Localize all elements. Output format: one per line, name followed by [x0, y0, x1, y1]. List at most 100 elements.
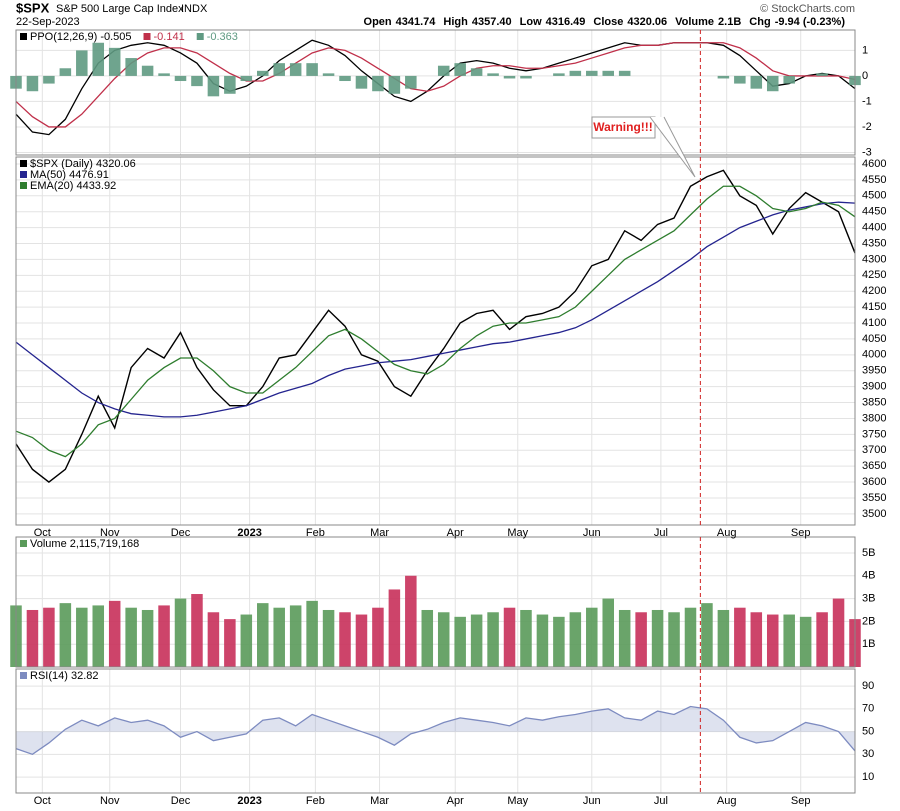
credit: © StockCharts.com: [760, 3, 855, 15]
quote-label: High: [443, 16, 468, 28]
bar: [437, 612, 450, 667]
y-tick-label: 3750: [862, 428, 886, 440]
bar: [783, 614, 795, 667]
bar: [108, 600, 121, 667]
bar: [454, 63, 466, 76]
bar: [487, 612, 499, 667]
bar: [273, 607, 285, 667]
bar: [405, 75, 417, 89]
legend-label: Volume 2,115,719,168: [30, 538, 139, 550]
bar: [717, 75, 730, 79]
bar: [487, 73, 499, 76]
bar: [553, 616, 565, 667]
y-tick-label: 4200: [862, 285, 886, 297]
bar: [816, 612, 828, 667]
line: [15, 185, 856, 458]
exchange: INDX: [181, 3, 208, 15]
x-tick-label: Sep: [791, 527, 811, 539]
x-tick-label: Oct: [34, 795, 51, 807]
bar: [92, 605, 105, 667]
bar: [651, 609, 664, 667]
x-tick-label: Feb: [306, 795, 325, 807]
panel-frame: [15, 29, 856, 156]
bar: [240, 614, 253, 667]
bar: [125, 607, 137, 667]
bar: [43, 75, 55, 84]
y-tick-label: 4550: [862, 174, 886, 186]
panel: [16, 537, 855, 667]
bar: [602, 70, 614, 76]
x-tick-label: Dec: [171, 527, 191, 539]
x-tick-label: 2023: [237, 527, 261, 539]
legend-label: PPO(12,26,9) -0.505: [30, 31, 132, 43]
bar: [635, 612, 647, 667]
y-tick-label: 4150: [862, 301, 886, 313]
symbol: $SPX: [16, 0, 50, 15]
bar: [586, 70, 598, 76]
bar: [520, 75, 532, 79]
y-tick-label: 3550: [862, 492, 886, 504]
bar: [306, 600, 318, 667]
line: [15, 169, 856, 483]
legend-swatch: [20, 540, 27, 547]
bar: [306, 63, 318, 76]
legend-swatch: [20, 171, 27, 178]
legend-swatch: [143, 33, 151, 40]
y-tick-label: 1: [862, 44, 868, 56]
bar: [503, 607, 516, 667]
bar: [207, 75, 220, 97]
bar: [224, 75, 236, 94]
bar: [26, 75, 39, 92]
y-tick-label: 1B: [862, 638, 875, 650]
bar: [372, 607, 384, 667]
bar: [816, 73, 828, 76]
quote-label: Low: [520, 16, 542, 28]
bar: [405, 575, 417, 667]
bar: [289, 605, 302, 667]
x-tick-label: Aug: [717, 795, 737, 807]
legend-label: RSI(14) 32.82: [30, 670, 98, 682]
y-tick-label: 4350: [862, 237, 886, 249]
bar: [76, 607, 88, 667]
panel-frame: [15, 536, 856, 668]
x-tick-label: Sep: [791, 795, 811, 807]
bar: [92, 42, 105, 76]
panel: [16, 669, 855, 793]
bar: [322, 609, 335, 667]
bar: [701, 603, 713, 667]
x-tick-label: Jun: [583, 527, 601, 539]
y-tick-label: 3B: [862, 592, 875, 604]
y-tick-label: 3950: [862, 365, 886, 377]
legend-label: $SPX (Daily) 4320.06: [30, 158, 136, 170]
bar: [125, 58, 137, 76]
annotation-box: [591, 116, 656, 139]
panel-frame: [15, 668, 856, 794]
bar: [569, 612, 582, 667]
y-tick-label: 4100: [862, 317, 886, 329]
x-tick-label: May: [507, 527, 528, 539]
quote: -9.94 (-0.23%) Chg 2.1B Volume 4320.06 Close 4…: [364, 16, 846, 28]
y-tick-label: 5B: [862, 547, 875, 559]
x-tick-label: Apr: [447, 527, 464, 539]
bar: [26, 609, 39, 667]
x-tick-label: 2023: [237, 795, 261, 807]
line: [15, 201, 856, 418]
quote-value: 2.1B: [718, 16, 741, 28]
x-tick-label: May: [507, 795, 528, 807]
bar: [569, 70, 582, 76]
bar: [766, 75, 779, 92]
x-tick-label: Oct: [34, 527, 51, 539]
y-tick-label: 3900: [862, 381, 886, 393]
quote-value: 4357.40: [472, 16, 512, 28]
x-tick-label: Mar: [370, 795, 389, 807]
bar: [240, 75, 253, 82]
y-tick-label: 4B: [862, 570, 875, 582]
y-tick-label: 4400: [862, 222, 886, 234]
bar: [750, 75, 763, 89]
bar: [141, 609, 154, 667]
bar: [174, 75, 187, 82]
bar: [618, 70, 631, 76]
bar: [289, 63, 302, 76]
legend-label: MA(50) 4476.91: [30, 169, 109, 181]
y-tick-label: 3800: [862, 412, 886, 424]
